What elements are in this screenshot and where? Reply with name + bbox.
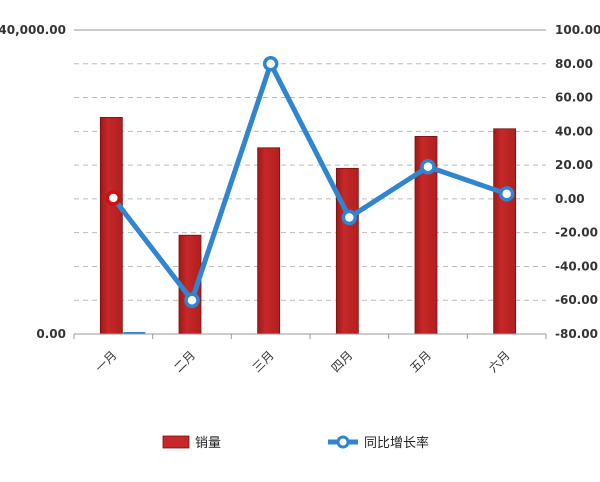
y-right-tick-label: 40.00 xyxy=(555,124,593,138)
y-right-tick-label: 20.00 xyxy=(555,158,593,172)
y-right-tick-label: -60.00 xyxy=(555,293,598,307)
bar-series xyxy=(99,117,517,335)
legend-label-growth: 同比增长率 xyxy=(364,435,429,451)
y-right-tick-label: -40.00 xyxy=(555,259,598,273)
x-tick-label: 三月 xyxy=(250,348,277,375)
x-tick-label: 五月 xyxy=(407,348,434,375)
x-tick-label: 六月 xyxy=(486,348,513,375)
line-point-五月 xyxy=(420,159,436,175)
legend-label-sales: 销量 xyxy=(195,436,221,451)
line-baseline-marker xyxy=(123,332,146,334)
line-series xyxy=(105,56,515,308)
legend: 销量 同比增长率 xyxy=(162,435,429,451)
x-tick-label: 二月 xyxy=(171,348,198,375)
y-right-tick-label: 80.00 xyxy=(555,57,593,71)
line-point-一月 xyxy=(105,190,122,206)
y-right-tick-label: 100.00 xyxy=(555,23,600,37)
line-point-四月 xyxy=(341,209,358,226)
x-tick-label: 一月 xyxy=(93,348,120,375)
bar-三月 xyxy=(257,147,281,335)
y-left-tick-label: 40,000.00 xyxy=(0,23,66,37)
y-right-tick-label: 0.00 xyxy=(555,192,585,206)
legend-line-marker xyxy=(336,435,350,449)
x-tick-label: 四月 xyxy=(329,348,356,375)
y-right-tick-label: 60.00 xyxy=(555,91,593,105)
line-point-三月 xyxy=(262,56,279,72)
axes xyxy=(73,29,547,339)
bar-一月 xyxy=(99,117,123,335)
line-point-六月 xyxy=(498,186,515,202)
y-left-tick-label: 0.00 xyxy=(36,327,66,341)
growth-rate-line xyxy=(110,61,510,303)
y-right-tick-label: -80.00 xyxy=(555,327,598,341)
grid-lines xyxy=(74,63,546,301)
bar-六月 xyxy=(493,128,517,335)
y-right-tick-label: -20.00 xyxy=(555,226,598,240)
line-point-二月 xyxy=(184,292,200,308)
legend-bar-swatch xyxy=(162,435,190,449)
